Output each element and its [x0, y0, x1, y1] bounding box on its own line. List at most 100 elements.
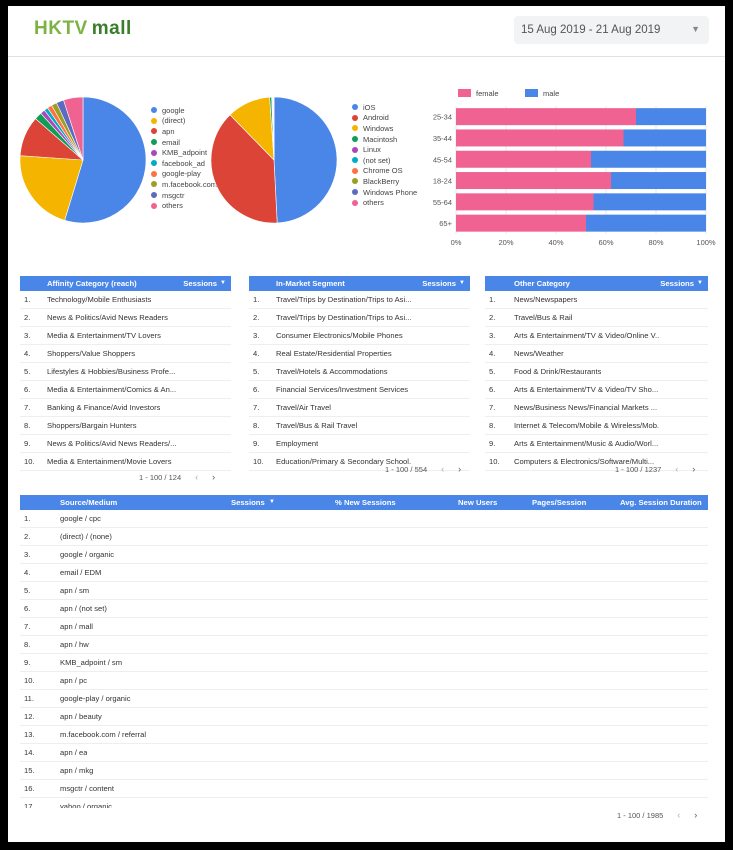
table-row[interactable]: 7. apn / mall	[20, 618, 708, 636]
sort-desc-icon[interactable]: ▼	[697, 280, 703, 286]
col-new-sessions[interactable]: % New Sessions	[335, 498, 396, 507]
bar-female-35-44[interactable]	[456, 129, 624, 147]
col-pages-session[interactable]: Pages/Session	[532, 498, 587, 507]
table-row[interactable]: 10. Media & Entertainment/Movie Lovers	[20, 453, 231, 471]
legend-item[interactable]: m.facebook.com	[151, 179, 217, 190]
prev-page-icon[interactable]: ‹	[677, 810, 681, 820]
table-row[interactable]: 2. Travel/Bus & Rail	[485, 309, 708, 327]
pie-slice-ios[interactable]	[273, 96, 338, 224]
table-row[interactable]: 16. msgctr / content	[20, 780, 708, 798]
table-row[interactable]: 7. Travel/Air Travel	[249, 399, 470, 417]
table-row[interactable]: 2. Travel/Trips by Destination/Trips to A…	[249, 309, 470, 327]
legend-item[interactable]: others	[352, 197, 417, 208]
table-row[interactable]: 10. Education/Primary & Secondary School.…	[249, 453, 470, 471]
table-row[interactable]: 4. Real Estate/Residential Properties	[249, 345, 470, 363]
bar-male-65+[interactable]	[586, 214, 706, 232]
table-row[interactable]: 11. google-play / organic	[20, 690, 708, 708]
legend-item[interactable]: email	[151, 137, 217, 148]
bar-female-45-54[interactable]	[456, 150, 591, 168]
bar-male-25-34[interactable]	[636, 108, 706, 126]
table-row[interactable]: 7. Banking & Finance/Avid Investors	[20, 399, 231, 417]
legend-item[interactable]: Android	[352, 113, 417, 124]
table-row[interactable]: 3. Media & Entertainment/TV Lovers	[20, 327, 231, 345]
table-row[interactable]: 5. Food & Drink/Restaurants	[485, 363, 708, 381]
table-row[interactable]: 9. Employment	[249, 435, 470, 453]
table-row[interactable]: 8. apn / hw	[20, 636, 708, 654]
sort-desc-icon[interactable]: ▼	[459, 280, 465, 286]
legend-item[interactable]: KMB_adpoint	[151, 147, 217, 158]
table-row[interactable]: 1. Technology/Mobile Enthusiasts	[20, 291, 231, 309]
table-row[interactable]: 2. News & Politics/Avid News Readers	[20, 309, 231, 327]
table-row[interactable]: 6. Financial Services/Investment Services	[249, 381, 470, 399]
next-page-icon[interactable]: ›	[694, 810, 698, 820]
table-row[interactable]: 12. apn / beauty	[20, 708, 708, 726]
legend-item[interactable]: google	[151, 105, 217, 116]
inmarket-col-segment[interactable]: In-Market Segment	[276, 279, 345, 288]
bar-female-25-34[interactable]	[456, 108, 636, 126]
legend-item[interactable]: Linux	[352, 144, 417, 155]
legend-item[interactable]: Chrome OS	[352, 166, 417, 177]
bar-female-18-24[interactable]	[456, 172, 611, 190]
pie-slice-android[interactable]	[210, 114, 278, 224]
table-row[interactable]: 17. yahoo / organic	[20, 798, 708, 808]
other-col-category[interactable]: Other Category	[514, 279, 570, 288]
table-row[interactable]: 1. Travel/Trips by Destination/Trips to A…	[249, 291, 470, 309]
bar-female-55-64[interactable]	[456, 193, 594, 211]
table-row[interactable]: 3. Arts & Entertainment/TV & Video/Online…	[485, 327, 708, 345]
table-row[interactable]: 6. apn / (not set)	[20, 600, 708, 618]
table-row[interactable]: 4. News/Weather	[485, 345, 708, 363]
legend-item[interactable]: Macintosh	[352, 134, 417, 145]
next-page-icon[interactable]: ›	[692, 464, 696, 474]
table-row[interactable]: 10. Computers & Electronics/Software/Mult…	[485, 453, 708, 471]
legend-item[interactable]: others	[151, 200, 217, 211]
bar-male-35-44[interactable]	[623, 129, 707, 147]
other-col-sessions[interactable]: Sessions	[660, 279, 694, 288]
table-row[interactable]: 4. email / EDM	[20, 564, 708, 582]
affinity-col-category[interactable]: Affinity Category (reach)	[47, 279, 137, 288]
prev-page-icon[interactable]: ‹	[195, 472, 199, 482]
table-row[interactable]: 8. Travel/Bus & Rail Travel	[249, 417, 470, 435]
table-row[interactable]: 9. News & Politics/Avid News Readers/...	[20, 435, 231, 453]
next-page-icon[interactable]: ›	[212, 472, 216, 482]
bar-male-45-54[interactable]	[591, 150, 706, 168]
prev-page-icon[interactable]: ‹	[441, 464, 445, 474]
sort-desc-icon[interactable]: ▼	[269, 499, 275, 505]
sort-desc-icon[interactable]: ▼	[220, 280, 226, 286]
legend-item[interactable]: BlackBerry	[352, 176, 417, 187]
legend-item[interactable]: facebook_ad	[151, 158, 217, 169]
bar-male-18-24[interactable]	[611, 172, 706, 190]
table-row[interactable]: 3. google / organic	[20, 546, 708, 564]
col-sessions[interactable]: Sessions	[231, 498, 265, 507]
col-new-users[interactable]: New Users	[458, 498, 498, 507]
bar-male-55-64[interactable]	[593, 193, 707, 211]
date-range-picker[interactable]: 15 Aug 2019 - 21 Aug 2019 ▼	[514, 16, 709, 44]
legend-item[interactable]: Windows	[352, 123, 417, 134]
table-row[interactable]: 7. News/Business News/Financial Markets .…	[485, 399, 708, 417]
table-row[interactable]: 14. apn / ea	[20, 744, 708, 762]
pie-slice-others[interactable]	[63, 96, 84, 161]
table-row[interactable]: 2. (direct) / (none)	[20, 528, 708, 546]
legend-item[interactable]: (direct)	[151, 116, 217, 127]
col-source-medium[interactable]: Source/Medium	[60, 498, 118, 507]
legend-item[interactable]: google-play	[151, 169, 217, 180]
legend-item[interactable]: apn	[151, 126, 217, 137]
table-row[interactable]: 8. Shoppers/Bargain Hunters	[20, 417, 231, 435]
prev-page-icon[interactable]: ‹	[675, 464, 679, 474]
next-page-icon[interactable]: ›	[458, 464, 462, 474]
legend-item[interactable]: iOS	[352, 102, 417, 113]
table-row[interactable]: 10. apn / pc	[20, 672, 708, 690]
legend-item[interactable]: Windows Phone	[352, 187, 417, 198]
affinity-col-sessions[interactable]: Sessions	[183, 279, 217, 288]
col-avg-session-duration[interactable]: Avg. Session Duration	[620, 498, 702, 507]
table-row[interactable]: 6. Arts & Entertainment/TV & Video/TV Sho…	[485, 381, 708, 399]
table-row[interactable]: 5. apn / sm	[20, 582, 708, 600]
table-row[interactable]: 9. Arts & Entertainment/Music & Audio/Wor…	[485, 435, 708, 453]
table-row[interactable]: 9. KMB_adpoint / sm	[20, 654, 708, 672]
legend-item[interactable]: msgctr	[151, 190, 217, 201]
table-row[interactable]: 8. Internet & Telecom/Mobile & Wireless/M…	[485, 417, 708, 435]
table-row[interactable]: 3. Consumer Electronics/Mobile Phones	[249, 327, 470, 345]
table-row[interactable]: 4. Shoppers/Value Shoppers	[20, 345, 231, 363]
table-row[interactable]: 15. apn / mkg	[20, 762, 708, 780]
table-row[interactable]: 5. Lifestyles & Hobbies/Business Profe...	[20, 363, 231, 381]
inmarket-col-sessions[interactable]: Sessions	[422, 279, 456, 288]
